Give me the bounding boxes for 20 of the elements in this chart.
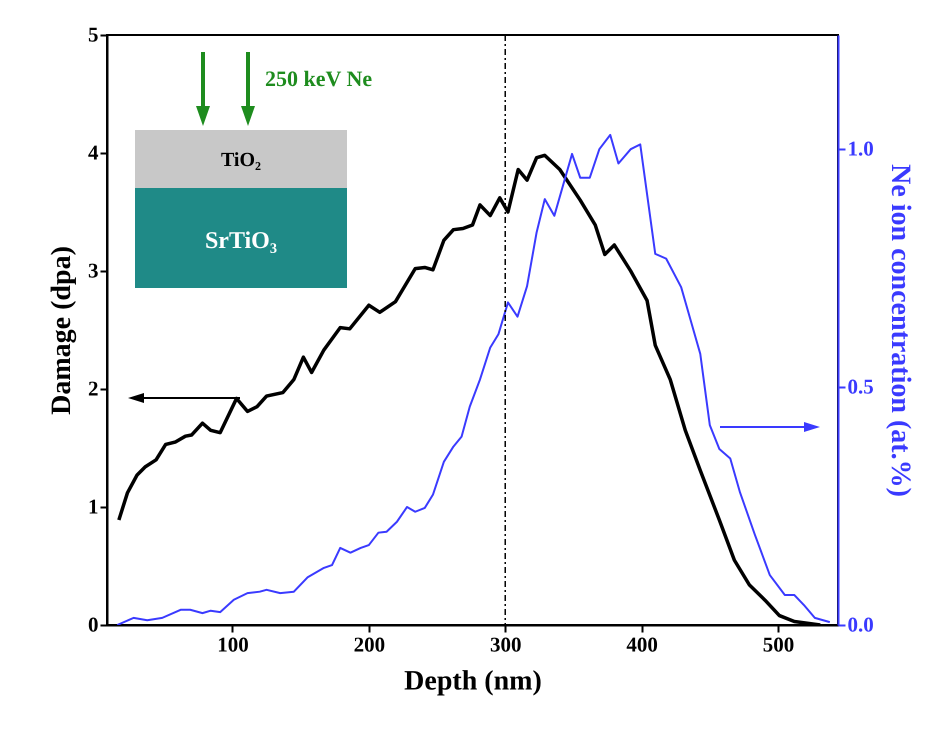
y-axis-title: Damage (dpa) (46, 246, 77, 415)
x-axis-title: Depth (nm) (404, 666, 542, 696)
annotation: 250 keV Ne (265, 66, 372, 91)
x-tick-label: 100 (217, 632, 249, 656)
y2-tick-label: 0.0 (848, 612, 874, 636)
y-tick-label: 5 (88, 22, 98, 46)
y2-tick-label: 1.0 (848, 136, 874, 161)
annotation: SrTiO₃ (204, 228, 278, 254)
y-tick-label: 2 (88, 376, 98, 400)
x-tick-label: 500 (762, 632, 794, 656)
y-tick-label: 0 (88, 612, 98, 636)
y-tick-label: 3 (88, 258, 98, 282)
x-tick-label: 400 (626, 632, 658, 656)
annotation: TiO₂ (220, 149, 262, 171)
x-tick-label: 300 (490, 632, 522, 656)
x-tick-label: 200 (354, 632, 386, 656)
y2-axis-title: Ne ion concentration (at.%) (884, 164, 916, 497)
y-tick-label: 1 (88, 494, 98, 518)
y2-tick-label: 0.5 (848, 374, 874, 399)
y-tick-label: 4 (88, 140, 99, 164)
